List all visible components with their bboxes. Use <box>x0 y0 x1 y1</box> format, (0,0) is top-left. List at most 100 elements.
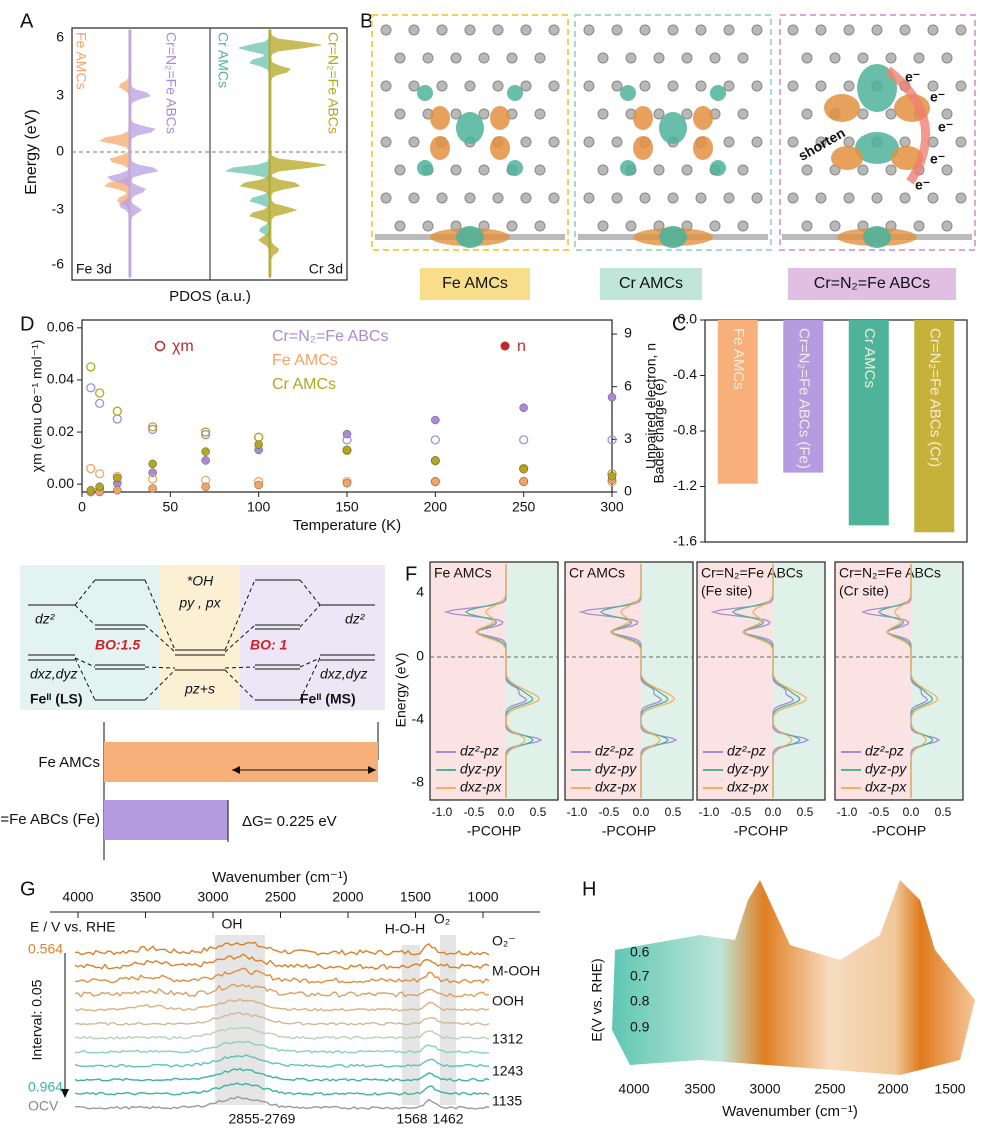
atom <box>653 164 665 176</box>
y-tick-label: 0.04 <box>47 371 74 387</box>
annotation: e⁻ <box>930 89 945 105</box>
n-point <box>201 447 210 456</box>
panel-title: Cr=N₂=Fe ABCs <box>839 565 941 581</box>
atom <box>625 220 637 232</box>
label: pz+s <box>184 681 215 697</box>
atom <box>955 24 967 36</box>
isosurface <box>417 160 433 176</box>
label-box <box>420 268 530 300</box>
atom <box>787 24 799 36</box>
chi-point <box>201 427 211 437</box>
panel-letter: D <box>20 313 34 335</box>
x-tick-label: 0.0 <box>498 805 515 819</box>
x-label: -PCOHP <box>734 823 788 839</box>
atom <box>695 80 707 92</box>
atom <box>857 52 869 64</box>
connector <box>299 579 321 606</box>
peak-label: OOH <box>492 993 524 1009</box>
dos <box>269 29 327 279</box>
atom <box>611 136 623 148</box>
y-tick-label: -4 <box>412 711 425 727</box>
bar <box>104 742 378 782</box>
x-tick-label: 200 <box>424 499 448 515</box>
n-point <box>86 485 96 495</box>
chi-point <box>95 388 105 398</box>
atom <box>534 108 546 120</box>
legend-label: Cr AMCs <box>272 376 336 393</box>
isosurface <box>430 106 450 130</box>
atom <box>380 192 392 204</box>
band <box>215 935 265 1105</box>
atom <box>436 80 448 92</box>
bg <box>773 562 825 800</box>
bg <box>240 565 385 710</box>
atom <box>751 24 763 36</box>
atom <box>815 80 827 92</box>
y-label: Energy (eV) <box>393 653 409 728</box>
y-tick-label: -8 <box>412 774 425 790</box>
atom <box>380 136 392 148</box>
label: Interval: 0.05 <box>29 979 45 1060</box>
n-point <box>431 415 440 425</box>
atom <box>885 52 897 64</box>
pcohp <box>742 564 807 798</box>
atom <box>520 24 532 36</box>
label: Cr 3d <box>309 261 343 277</box>
legend-label: χm <box>172 338 194 355</box>
n-point <box>431 456 440 465</box>
label: OCV <box>28 1098 59 1114</box>
bg <box>430 562 506 800</box>
atom <box>787 192 799 204</box>
atom <box>380 24 392 36</box>
x-label: -PCOHP <box>872 823 926 839</box>
atom <box>723 192 735 204</box>
atom <box>843 24 855 36</box>
spectrum <box>74 1011 490 1026</box>
atom <box>801 164 813 176</box>
tick: 1500 <box>934 1081 965 1097</box>
chi-point <box>254 432 264 442</box>
bar <box>717 320 758 484</box>
atom <box>737 164 749 176</box>
atom <box>709 220 721 232</box>
side-iso <box>659 226 687 248</box>
x-tick-label: 100 <box>247 499 271 515</box>
peak-label: 1568 <box>396 1111 427 1127</box>
x-tick-label: -0.5 <box>731 805 752 819</box>
y-tick-label: -1.2 <box>673 477 697 493</box>
side-iso <box>456 226 484 248</box>
y2-tick-label: 3 <box>624 430 632 446</box>
tick: 3000 <box>749 1081 780 1097</box>
bg <box>697 562 773 800</box>
isosurface <box>855 132 899 164</box>
peak-label: OH <box>222 916 243 932</box>
isosurface <box>659 112 687 144</box>
tick: -3 <box>52 201 65 217</box>
label: 0.564 <box>28 941 63 957</box>
peak-label: O₂⁻ <box>492 933 516 949</box>
panel-title: Cr=N₂=Fe ABCs <box>701 565 803 581</box>
atom <box>436 24 448 36</box>
isosurface <box>633 136 653 160</box>
dos <box>107 29 131 279</box>
x-label: Wavenumber (cm⁻¹) <box>722 1103 858 1120</box>
connector <box>74 657 96 701</box>
atom <box>815 192 827 204</box>
x-tick-label: 0.0 <box>903 805 920 819</box>
x-tick-label: -1.0 <box>432 805 453 819</box>
spectrum <box>74 967 490 984</box>
peak-label: O₂ <box>434 911 450 927</box>
legend-label: dyz-py <box>460 761 502 777</box>
atom <box>422 52 434 64</box>
connector <box>299 657 321 701</box>
atom <box>520 80 532 92</box>
peak-label: 1462 <box>432 1111 463 1127</box>
atom <box>478 108 490 120</box>
atom <box>653 108 665 120</box>
atom <box>597 164 609 176</box>
bg <box>835 562 911 800</box>
connector <box>224 669 256 701</box>
connector <box>74 604 96 626</box>
frame <box>429 561 559 801</box>
label: dxz,dyz <box>30 666 77 682</box>
